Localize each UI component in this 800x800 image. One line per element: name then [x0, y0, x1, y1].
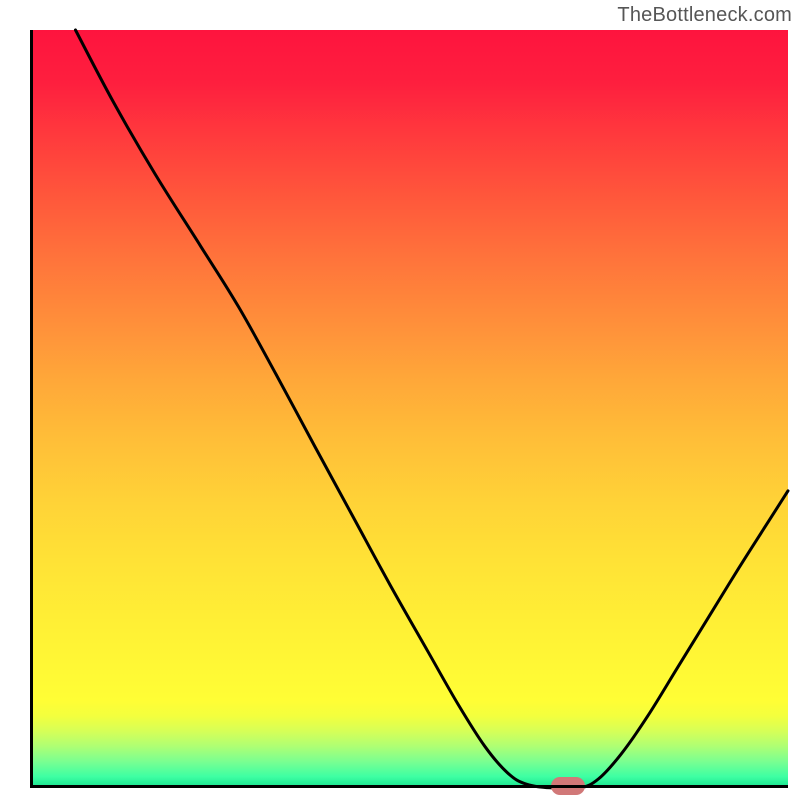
- attribution-text: TheBottleneck.com: [617, 4, 792, 27]
- chart-container: { "attribution": { "text": "TheBottlenec…: [0, 0, 800, 800]
- bottleneck-curve: [30, 30, 788, 788]
- plot-area: [30, 30, 788, 788]
- optimal-marker: [551, 777, 585, 795]
